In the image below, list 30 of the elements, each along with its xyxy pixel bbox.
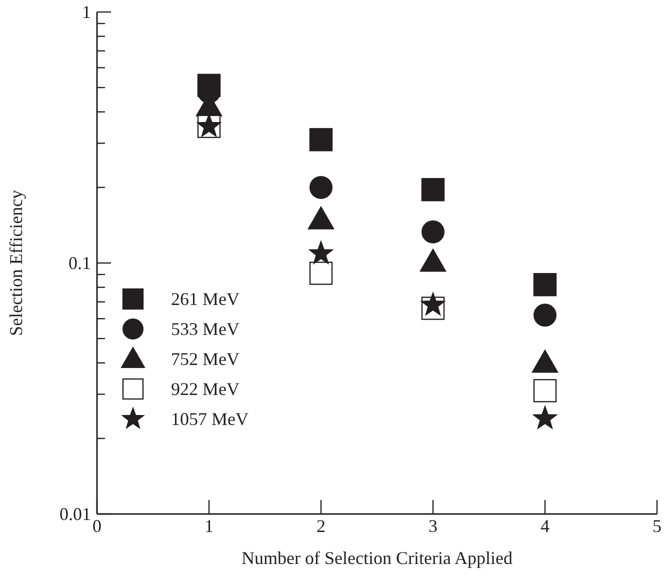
legend-label: 533 MeV — [171, 318, 240, 340]
point — [532, 350, 558, 373]
legend-label: 922 MeV — [171, 378, 240, 400]
point — [533, 273, 557, 296]
point — [533, 379, 557, 402]
y-axis-title: Selection Efficiency — [6, 190, 26, 336]
point — [534, 304, 556, 327]
point — [420, 248, 446, 272]
y-tick-label: 1 — [82, 2, 91, 22]
x-tick-label: 1 — [204, 516, 214, 536]
point — [310, 176, 332, 199]
y-tick-label: 0.1 — [68, 253, 91, 273]
x-tick-label: 2 — [316, 516, 326, 536]
point — [532, 406, 558, 429]
point — [420, 292, 446, 316]
x-tick-label: 0 — [92, 516, 102, 536]
x-tick-label: 5 — [652, 516, 662, 536]
point — [308, 241, 334, 264]
x-tick-label: 4 — [540, 516, 550, 536]
point — [308, 206, 334, 230]
x-axis-title: Number of Selection Criteria Applied — [242, 548, 512, 568]
x-tick-label: 3 — [428, 516, 438, 536]
legend-label: 1057 MeV — [171, 408, 248, 430]
y-tick-label: 0.01 — [60, 504, 91, 524]
point — [309, 128, 333, 152]
point — [309, 262, 333, 285]
point — [422, 220, 444, 244]
legend-label: 261 MeV — [171, 288, 240, 310]
point — [421, 178, 445, 202]
legend-label: 752 MeV — [171, 348, 240, 370]
